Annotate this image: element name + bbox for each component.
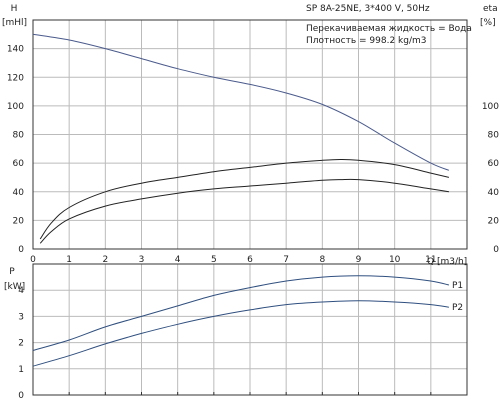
efficiency-curve-1 xyxy=(39,158,450,240)
x-tick-label: 11 xyxy=(425,255,436,265)
head-efficiency-grid xyxy=(33,20,467,249)
efficiency-curve-2 xyxy=(39,178,449,244)
y-tick-label: 0 xyxy=(18,391,24,400)
x-tick-label: 9 xyxy=(356,255,362,265)
power-curve-p2 xyxy=(32,300,449,367)
y-tick-label: 40 xyxy=(13,188,25,198)
series-label: P2 xyxy=(452,303,463,313)
head-efficiency-plot-frame xyxy=(32,19,468,250)
x-tick-label: 8 xyxy=(319,255,325,265)
efficiency-axis-unit: [%] xyxy=(480,18,496,28)
y-tick-label: 1 xyxy=(18,365,24,375)
power-axis-unit: [kW] xyxy=(4,282,25,292)
y2-tick-label: 40 xyxy=(488,188,500,198)
y-tick-label: 3 xyxy=(18,312,24,322)
y-tick-label: 140 xyxy=(7,45,24,55)
y-tick-label: 2 xyxy=(18,339,24,349)
power-axis-label: P xyxy=(9,267,15,277)
power-grid xyxy=(33,264,467,395)
y2-tick-label: 60 xyxy=(488,159,500,169)
density-label: Плотность = 998.2 kg/m3 xyxy=(306,36,427,46)
x-tick-label: 1 xyxy=(66,255,72,265)
efficiency-axis-label: eta xyxy=(483,4,498,14)
x-tick-label: 10 xyxy=(389,255,401,265)
y-tick-label: 100 xyxy=(7,102,24,112)
x-tick-label: 0 xyxy=(30,255,36,265)
series-label: P1 xyxy=(452,281,463,291)
head-curve xyxy=(32,33,450,171)
y-tick-label: 120 xyxy=(7,73,24,83)
x-tick-label: 7 xyxy=(283,255,289,265)
liquid-label: Перекачиваемая жидкость = Вода xyxy=(306,24,472,34)
x-tick-label: 6 xyxy=(247,255,253,265)
y-tick-label: 80 xyxy=(13,131,25,141)
y-tick-label: 60 xyxy=(13,159,25,169)
y2-tick-label: 0 xyxy=(493,245,499,255)
x-tick-label: 4 xyxy=(175,255,181,265)
y-tick-label: 0 xyxy=(18,245,24,255)
pump-model-label: SP 8A-25NE, 3*400 V, 50Hz xyxy=(306,4,430,14)
y2-tick-label: 20 xyxy=(488,216,500,226)
x-tick-label: 5 xyxy=(211,255,217,265)
y2-tick-label: 100 xyxy=(482,102,499,112)
flow-axis-label: Q [m3/h] xyxy=(427,257,467,267)
y-tick-label: 4 xyxy=(18,286,24,296)
x-tick-label: 3 xyxy=(139,255,145,265)
head-axis-unit: [mHl] xyxy=(2,18,27,28)
x-tick-label: 2 xyxy=(102,255,108,265)
power-curve-p1 xyxy=(32,275,450,351)
head-axis-label: H xyxy=(11,4,18,14)
y-tick-label: 20 xyxy=(13,216,25,226)
y2-tick-label: 80 xyxy=(488,131,500,141)
